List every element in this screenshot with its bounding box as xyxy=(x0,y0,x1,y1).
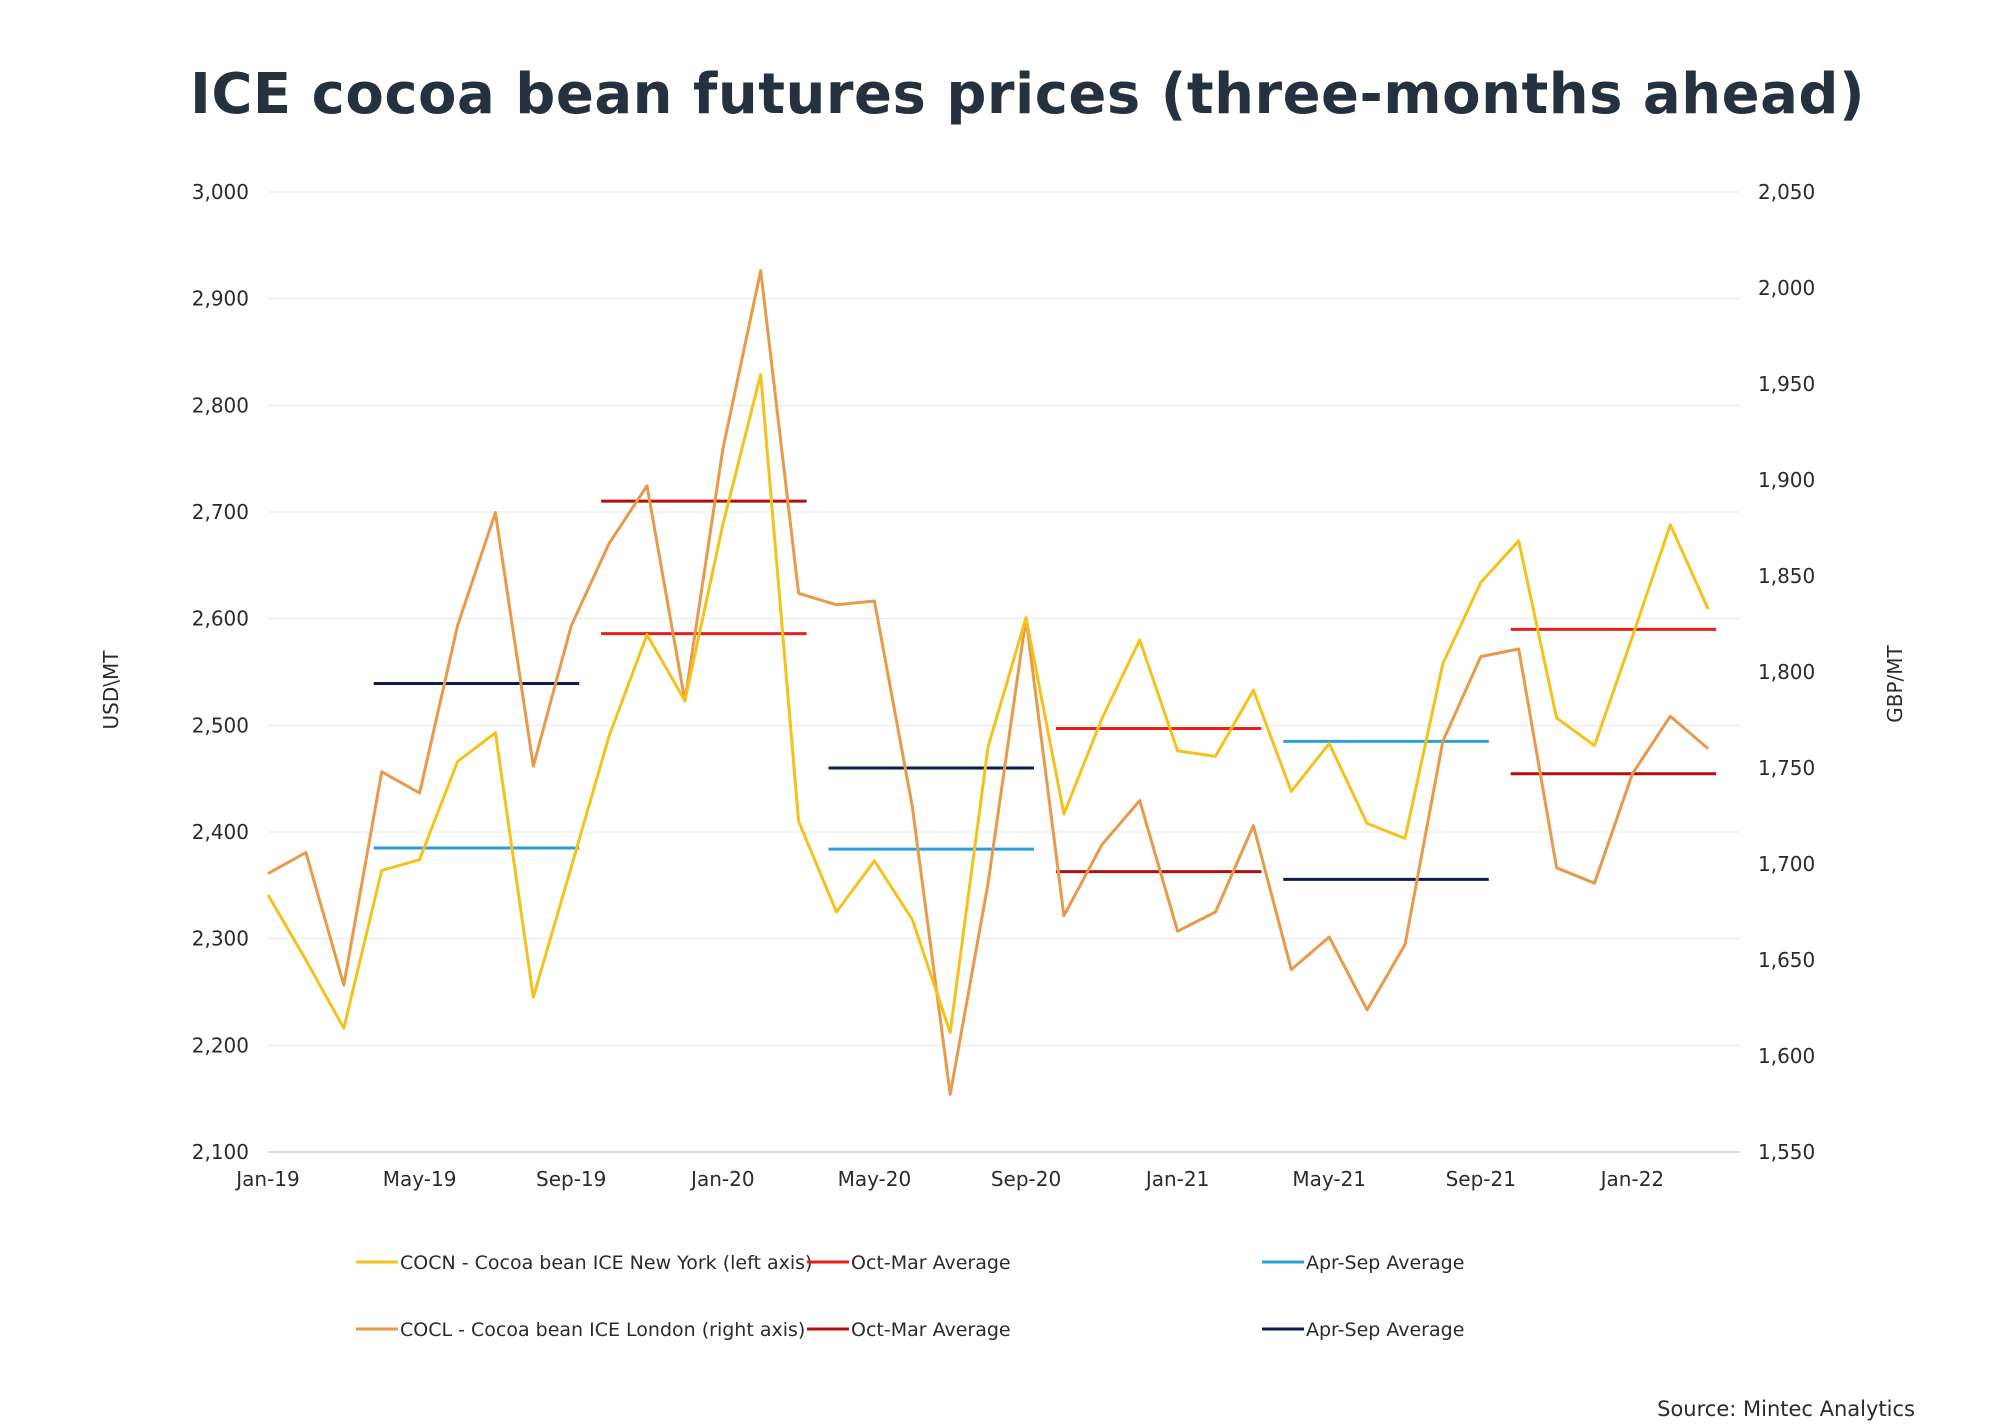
left-tick-label: 3,000 xyxy=(192,180,249,204)
legend: COCN - Cocoa bean ICE New York (left axi… xyxy=(356,1252,1464,1341)
right-tick-label: 2,050 xyxy=(1758,180,1815,204)
x-tick-label: Sep-21 xyxy=(1446,1167,1516,1191)
gridlines xyxy=(268,191,1740,1046)
x-tick-label: Jan-20 xyxy=(689,1167,755,1191)
legend-label: COCL - Cocoa bean ICE London (right axis… xyxy=(400,1319,805,1341)
x-tick-label: Jan-22 xyxy=(1599,1167,1665,1191)
legend-label: Oct-Mar Average xyxy=(851,1319,1011,1341)
x-tick-label: May-20 xyxy=(838,1167,912,1191)
left-tick-label: 2,500 xyxy=(192,713,249,737)
left-tick-label: 2,200 xyxy=(192,1033,249,1057)
left-tick-label: 2,900 xyxy=(192,287,249,311)
right-tick-label: 1,550 xyxy=(1758,1140,1815,1164)
x-tick-label: Jan-19 xyxy=(234,1167,300,1191)
right-tick-label: 1,600 xyxy=(1758,1044,1815,1068)
right-tick-label: 1,900 xyxy=(1758,468,1815,492)
legend-label: Apr-Sep Average xyxy=(1306,1252,1464,1274)
left-tick-label: 2,400 xyxy=(192,820,249,844)
right-tick-label: 1,650 xyxy=(1758,948,1815,972)
x-tick-label: May-19 xyxy=(383,1167,457,1191)
x-axis-ticks: Jan-19 May-19 Sep-19 Jan-20 May-20 Sep-20 Jan-… xyxy=(234,1167,1664,1191)
price-series xyxy=(266,269,1710,1096)
source-note: Source: Mintec Analytics xyxy=(1657,1397,1915,1421)
x-tick-label: Jan-21 xyxy=(1144,1167,1210,1191)
right-axis-ticks: 1,550 1,600 1,650 1,700 1,750 1,800 1,850 1,900… xyxy=(1758,180,1815,1164)
left-tick-label: 2,100 xyxy=(192,1140,249,1164)
right-tick-label: 2,000 xyxy=(1758,276,1815,300)
left-tick-label: 2,300 xyxy=(192,927,249,951)
left-tick-label: 2,700 xyxy=(192,500,249,524)
legend-label: Oct-Mar Average xyxy=(851,1252,1011,1274)
right-tick-label: 1,750 xyxy=(1758,756,1815,780)
left-axis-ticks: 2,100 2,200 2,300 2,400 2,500 2,600 2,700 2,800… xyxy=(192,180,249,1164)
series-line xyxy=(267,269,1710,1096)
x-tick-label: Sep-19 xyxy=(536,1167,606,1191)
left-tick-label: 2,800 xyxy=(192,393,249,417)
left-axis-title: USD\MT xyxy=(99,650,123,730)
x-tick-label: May-21 xyxy=(1292,1167,1366,1191)
right-axis-title: GBP/MT xyxy=(1883,644,1907,722)
chart-title: ICE cocoa bean futures prices (three-mon… xyxy=(190,62,1866,127)
series-line xyxy=(266,372,1710,1034)
x-tick-label: Sep-20 xyxy=(991,1167,1061,1191)
right-tick-label: 1,850 xyxy=(1758,564,1815,588)
right-tick-label: 1,700 xyxy=(1758,852,1815,876)
right-tick-label: 1,950 xyxy=(1758,372,1815,396)
right-tick-label: 1,800 xyxy=(1758,660,1815,684)
left-tick-label: 2,600 xyxy=(192,607,249,631)
average-lines xyxy=(373,499,1717,881)
legend-label: COCN - Cocoa bean ICE New York (left axi… xyxy=(400,1252,812,1274)
legend-label: Apr-Sep Average xyxy=(1306,1319,1464,1341)
